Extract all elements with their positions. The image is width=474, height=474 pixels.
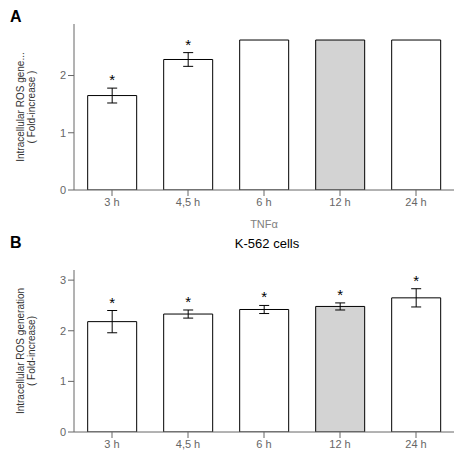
svg-text:12 h: 12 h — [329, 196, 350, 208]
svg-text:*: * — [109, 71, 115, 88]
svg-text:0: 0 — [60, 184, 66, 196]
svg-text:2: 2 — [60, 69, 66, 81]
html-text:K-562 cells: K-562 cells — [234, 236, 300, 251]
html-text:B: B — [10, 234, 22, 251]
svg-text:12 h: 12 h — [329, 438, 350, 450]
svg-text:*: * — [413, 272, 419, 289]
svg-text:TNFα: TNFα — [250, 218, 278, 230]
svg-text:1: 1 — [60, 375, 66, 387]
svg-text:*: * — [185, 36, 191, 53]
svg-text:24 h: 24 h — [405, 196, 426, 208]
svg-text:0: 0 — [60, 426, 66, 438]
svg-text:*: * — [185, 293, 191, 310]
svg-text:Intracellular ROS gene...( Fol: Intracellular ROS gene...( Fold-increase… — [15, 52, 37, 162]
svg-text:1: 1 — [60, 127, 66, 139]
svg-text:4,5 h: 4,5 h — [176, 196, 200, 208]
svg-text:6 h: 6 h — [256, 438, 271, 450]
svg-text:24 h: 24 h — [405, 438, 426, 450]
svg-text:Intracellular ROS generation(: Intracellular ROS generation( Fold-incre… — [15, 288, 37, 414]
svg-text:4,5 h: 4,5 h — [176, 438, 200, 450]
html-text:A: A — [10, 8, 22, 25]
svg-text:*: * — [109, 294, 115, 311]
svg-text:2: 2 — [60, 325, 66, 337]
svg-text:*: * — [337, 286, 343, 303]
svg-text:3 h: 3 h — [104, 196, 119, 208]
svg-text:3: 3 — [60, 274, 66, 286]
svg-text:*: * — [261, 288, 267, 305]
svg-text:3 h: 3 h — [104, 438, 119, 450]
svg-text:6 h: 6 h — [256, 196, 271, 208]
